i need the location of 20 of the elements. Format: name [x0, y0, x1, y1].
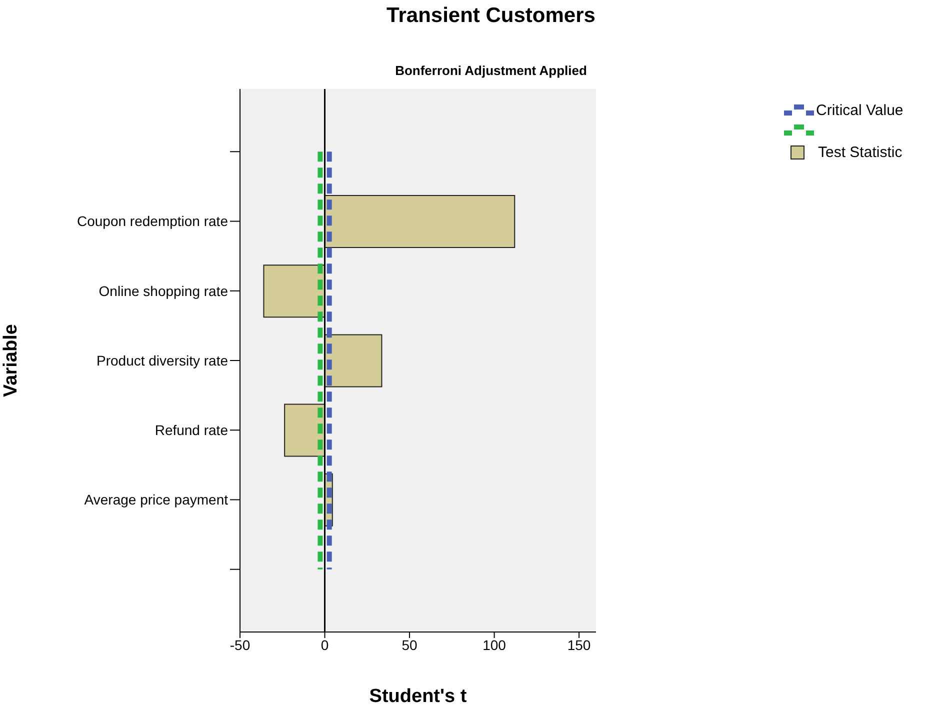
- x-tick-label: 100: [482, 636, 506, 653]
- legend-label: Test Statistic: [818, 144, 902, 160]
- x-axis-title: Student's t: [369, 686, 468, 706]
- legend-label: Critical Value: [816, 102, 904, 118]
- bar: [263, 264, 326, 318]
- x-tick-label: -50: [230, 636, 250, 653]
- x-tick-label: 150: [567, 636, 591, 653]
- y-tick-label: Coupon redemption rate: [77, 213, 228, 230]
- x-tick-label: 50: [402, 636, 418, 653]
- chart-title: Transient Customers: [386, 4, 596, 28]
- y-tick-label: Online shopping rate: [98, 282, 228, 299]
- y-tick-label: Refund rate: [154, 422, 228, 438]
- bar: [284, 404, 326, 457]
- bar: [324, 194, 516, 248]
- y-tick-label: Product diversity rate: [96, 352, 228, 368]
- bar: [324, 334, 382, 388]
- chart-subtitle: Bonferroni Adjustment Applied: [394, 63, 588, 78]
- x-tick-label: 0: [320, 636, 329, 653]
- y-axis-title: Variable: [0, 324, 22, 397]
- y-tick-label: Average price payment: [84, 492, 228, 508]
